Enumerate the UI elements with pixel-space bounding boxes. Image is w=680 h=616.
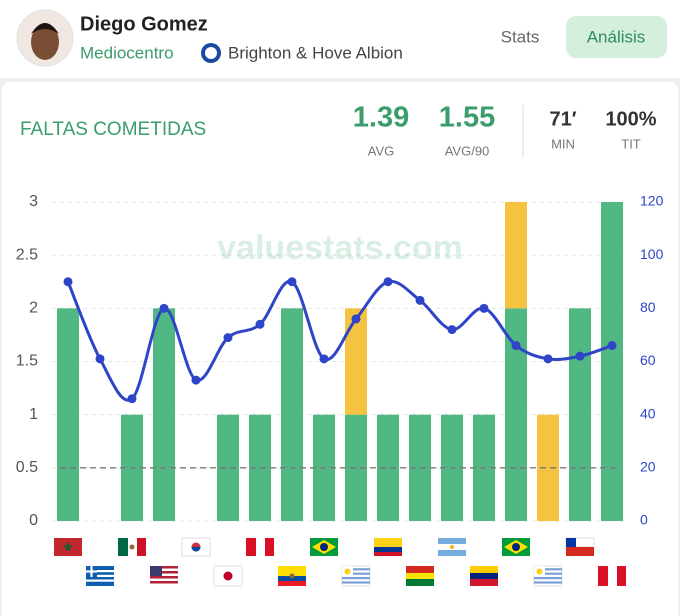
- y-tick-label: 0: [29, 512, 38, 529]
- flag: [118, 538, 146, 556]
- y2-tick-label: 100: [640, 246, 664, 262]
- bar: [537, 414, 559, 521]
- avatar-face: [31, 24, 59, 60]
- flag: [278, 566, 306, 586]
- stat-value: 71′: [549, 108, 576, 130]
- y-tick-label: 0.5: [16, 459, 38, 476]
- line-point: [287, 277, 297, 287]
- flag: [246, 538, 274, 556]
- bar: [505, 202, 527, 309]
- bar: [217, 414, 239, 521]
- flag: [533, 565, 563, 587]
- y-tick-label: 1.5: [16, 353, 38, 370]
- y-tick-label: 1: [29, 406, 38, 423]
- player-name: Diego Gomez: [80, 13, 208, 35]
- y-tick-label: 3: [29, 193, 38, 210]
- flag: [502, 538, 530, 556]
- flag: [54, 538, 82, 556]
- tab-analysis[interactable]: Análisis: [587, 27, 646, 46]
- stat-label: MIN: [551, 136, 575, 151]
- stat-value: 1.55: [439, 102, 495, 134]
- flag: [341, 565, 371, 587]
- stat-label: AVG/90: [445, 143, 490, 158]
- line-point: [447, 325, 457, 335]
- avatar-hair: [31, 23, 59, 34]
- flag: [438, 538, 466, 556]
- line-point: [607, 341, 617, 351]
- line-point: [127, 394, 137, 404]
- bar: [281, 308, 303, 521]
- y2-tick-label: 20: [640, 459, 656, 475]
- line-point: [383, 277, 393, 287]
- bar: [377, 414, 399, 521]
- flag: [598, 566, 626, 586]
- stat-label: TIT: [621, 136, 641, 151]
- bar: [57, 308, 79, 521]
- line-point: [255, 319, 265, 329]
- flag: [470, 566, 498, 586]
- line-point: [415, 295, 425, 305]
- flag: [181, 537, 211, 557]
- stat-value: 1.39: [353, 102, 409, 134]
- line-point: [575, 351, 585, 361]
- player-position: Mediocentro: [80, 43, 174, 62]
- line-point: [543, 354, 553, 364]
- card-title: FALTAS COMETIDAS: [20, 119, 206, 140]
- line-point: [511, 341, 521, 351]
- line-point: [319, 354, 329, 364]
- line-point: [191, 375, 201, 385]
- line-point: [351, 314, 361, 324]
- y-tick-label: 2.5: [16, 246, 38, 263]
- club-name: Brighton & Hove Albion: [228, 43, 403, 62]
- line-point: [159, 303, 169, 313]
- line-point: [479, 303, 489, 313]
- line-point: [95, 354, 105, 364]
- y2-tick-label: 40: [640, 405, 656, 421]
- bar: [345, 308, 367, 415]
- tab-stats[interactable]: Stats: [501, 27, 540, 46]
- bar: [153, 308, 175, 521]
- flag: [565, 537, 595, 556]
- flag: [406, 566, 434, 586]
- y2-tick-label: 120: [640, 193, 664, 209]
- line-point: [63, 277, 73, 287]
- watermark: valuestats.com: [217, 229, 463, 267]
- y-tick-label: 2: [29, 300, 38, 317]
- flag: [374, 538, 402, 556]
- flag: [86, 566, 114, 586]
- club-badge-inner: [205, 47, 217, 59]
- y2-tick-label: 0: [640, 512, 648, 528]
- stat-value: 100%: [605, 108, 656, 130]
- flag: [213, 565, 243, 587]
- y2-tick-label: 80: [640, 299, 656, 315]
- bar: [505, 308, 527, 521]
- bar: [569, 308, 591, 521]
- flag: [310, 538, 338, 556]
- y2-tick-label: 60: [640, 352, 656, 368]
- bar: [601, 202, 623, 521]
- line-point: [223, 333, 233, 343]
- chart: 0 0.5 1 1.5 2 2.5 3 0 20 40 60 80 100 120: [16, 193, 664, 530]
- stat-label: AVG: [368, 143, 395, 158]
- flag: [150, 566, 178, 586]
- tab-analysis-bg[interactable]: [566, 16, 667, 58]
